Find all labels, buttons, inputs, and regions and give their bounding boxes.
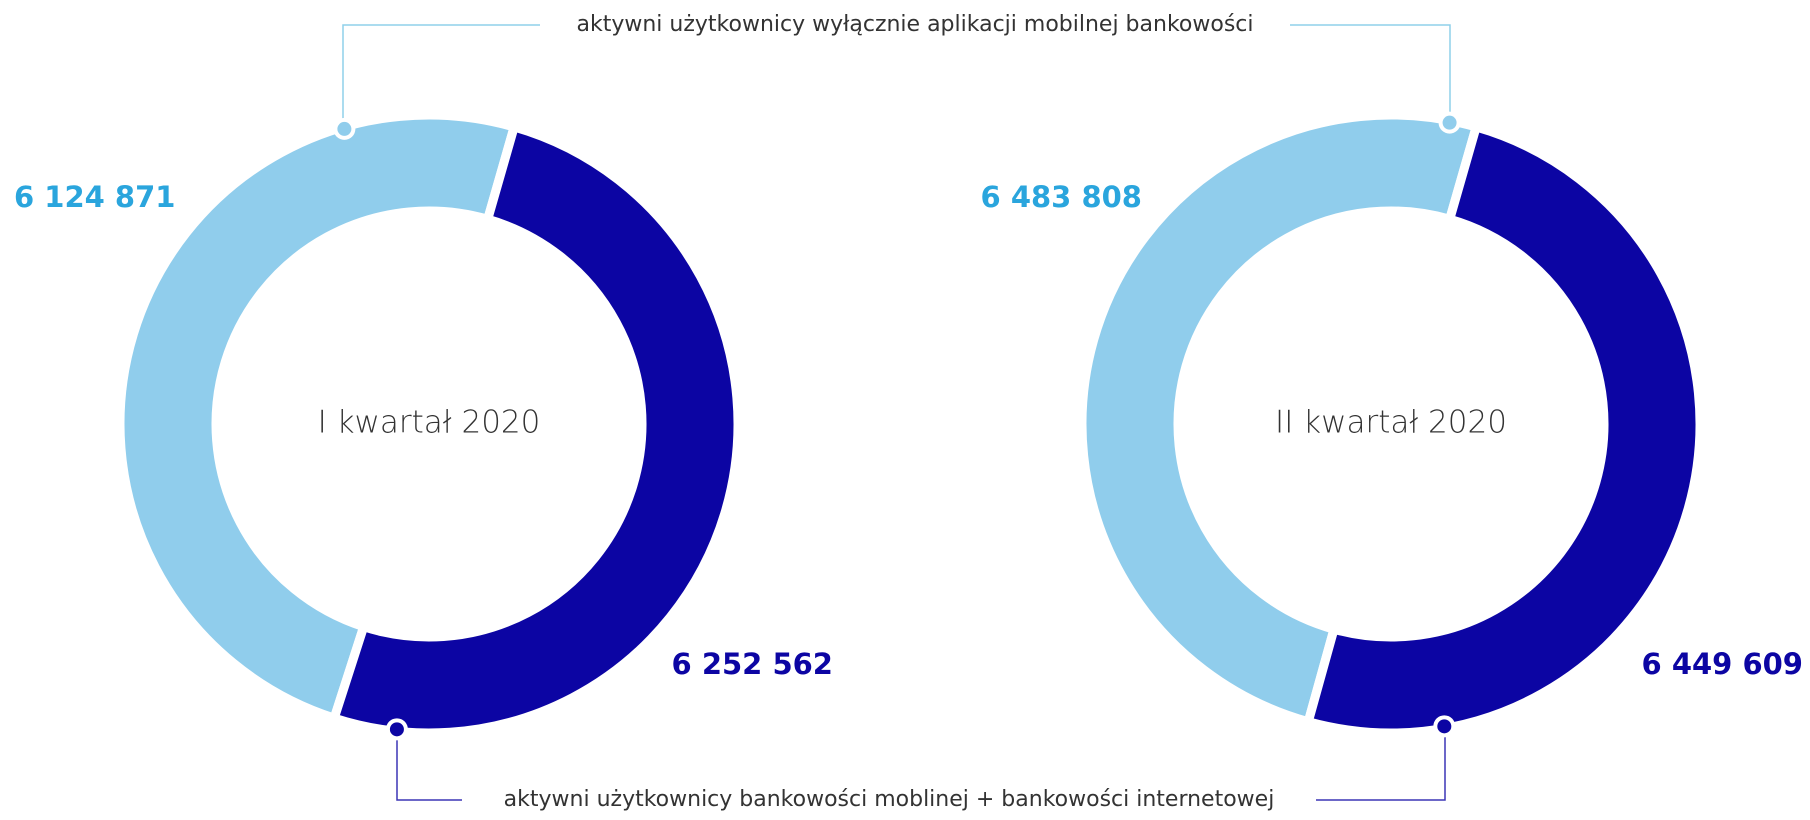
- connector-bottom-right: [1316, 728, 1446, 801]
- connector-dot: [1437, 719, 1452, 734]
- connector-dot: [389, 722, 404, 737]
- donut-segment: [115, 110, 520, 724]
- connector-dot: [1442, 115, 1457, 130]
- donut-segment: [328, 121, 743, 738]
- center-label: II kwartał 2020: [1275, 405, 1507, 441]
- legend-label: aktywni użytkownicy wyłącznie aplikacji …: [576, 12, 1253, 37]
- connectors: [342, 24, 1451, 801]
- value-label: 6 449 609: [1642, 647, 1803, 681]
- donut-segment: [1302, 121, 1705, 738]
- connector-dot: [337, 121, 352, 136]
- legend-label: aktywni użytkownicy bankowości moblinej …: [504, 787, 1275, 812]
- connector-bottom-left: [396, 731, 462, 801]
- donut-segment: [1077, 110, 1482, 728]
- value-label: 6 124 871: [14, 180, 175, 214]
- connector-top-left: [342, 24, 540, 127]
- value-label: 6 252 562: [672, 647, 833, 681]
- connector-top-right: [1290, 24, 1451, 121]
- center-label: I kwartał 2020: [318, 405, 541, 441]
- value-label: 6 483 808: [981, 180, 1142, 214]
